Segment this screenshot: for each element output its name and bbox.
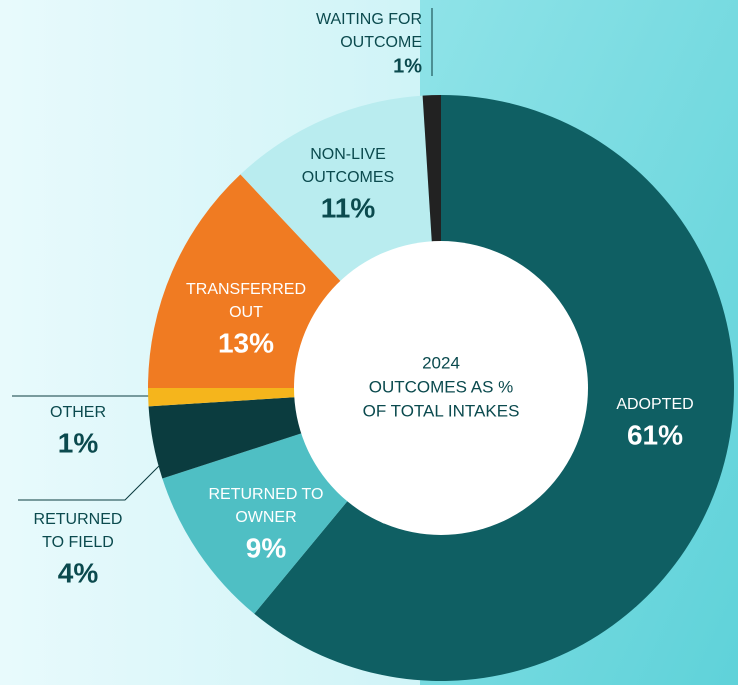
slice-label-line: OUT	[229, 304, 263, 321]
slice-label: RETURNED TO FIELD	[34, 511, 123, 551]
center-label: 2024	[422, 353, 460, 372]
slice-label: OTHER	[50, 404, 106, 421]
slice-label-line: TRANSFERRED	[186, 281, 306, 298]
slice-label-line: RETURNED TO	[209, 486, 324, 503]
slice-label: WAITING FOR OUTCOME	[316, 11, 422, 51]
donut-hole	[294, 241, 588, 535]
leader-line	[18, 464, 161, 501]
value-label: 1%	[58, 427, 99, 458]
slice-label-line: OUTCOME	[340, 34, 422, 51]
slice-label-line: NON-LIVE	[310, 146, 386, 163]
slice-label-line: OWNER	[235, 509, 296, 526]
slice-label: ADOPTED	[616, 396, 693, 413]
slice-label-line: RETURNED	[34, 511, 123, 528]
slice-label-line: WAITING FOR	[316, 11, 422, 28]
value-label: 61%	[627, 419, 683, 450]
slice-label: TRANSFERRED OUT	[186, 281, 306, 321]
value-label: 1%	[393, 55, 422, 77]
value-label: 9%	[246, 532, 287, 563]
slice-label: NON-LIVE OUTCOMES	[302, 146, 394, 186]
value-label: 11%	[321, 192, 376, 223]
slice-label-line: TO FIELD	[42, 534, 114, 551]
center-label: OF TOTAL INTAKES	[363, 401, 520, 420]
slice-label: RETURNED TO OWNER	[209, 486, 324, 526]
slice-label-line: ADOPTED	[616, 396, 693, 413]
value-label: 4%	[58, 557, 99, 588]
center-label: OUTCOMES AS %	[369, 377, 514, 396]
slice-label-line: OTHER	[50, 404, 106, 421]
slice-label-line: OUTCOMES	[302, 169, 394, 186]
value-label: 13%	[218, 327, 274, 358]
